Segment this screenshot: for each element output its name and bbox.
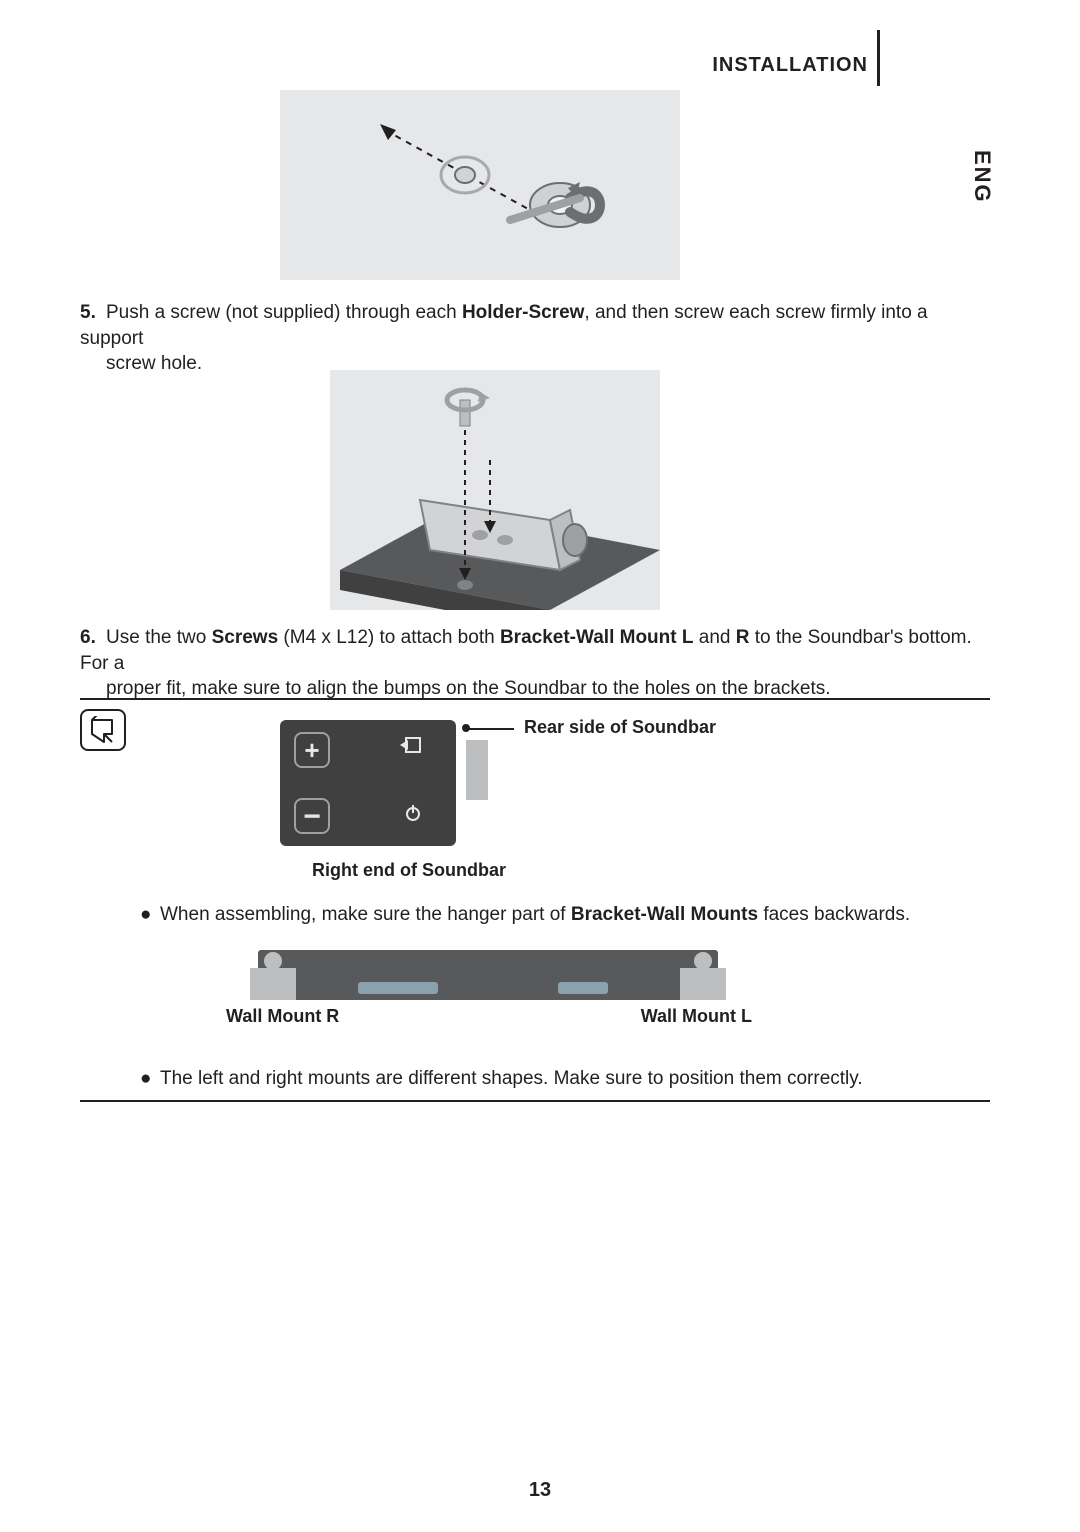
text: Push a screw (not supplied) through each	[106, 302, 462, 323]
right-end-label: Right end of Soundbar	[312, 860, 506, 881]
wall-mount-l-label: Wall Mount L	[641, 1006, 752, 1027]
divider	[80, 1100, 990, 1102]
bold-text: Holder-Screw	[462, 302, 584, 323]
wall-mount-r-label: Wall Mount R	[226, 1006, 339, 1027]
rear-side-label: Rear side of Soundbar	[524, 717, 716, 738]
note-bullet-2: ●The left and right mounts are different…	[140, 1066, 990, 1092]
bold-text: Screws	[212, 627, 279, 648]
step-text: Use the two Screws (M4 x L12) to attach …	[80, 627, 972, 674]
text: faces backwards.	[758, 904, 910, 925]
bullet-dot: ●	[140, 1066, 160, 1092]
volume-up-icon: +	[294, 732, 330, 768]
bracket-mount-icon	[330, 370, 660, 610]
bold-text: Bracket-Wall Mounts	[571, 904, 758, 925]
text: (M4 x L12) to attach both	[278, 627, 500, 648]
step-text: Push a screw (not supplied) through each…	[80, 302, 928, 349]
manual-page: INSTALLATION ENG 5.Push a screw (not sup…	[0, 0, 1080, 1532]
step-number: 6.	[80, 625, 106, 651]
step-6: 6.Use the two Screws (M4 x L12) to attac…	[80, 625, 990, 702]
bullet-text: The left and right mounts are different …	[160, 1066, 863, 1092]
step-5: 5.Push a screw (not supplied) through ea…	[80, 300, 990, 377]
text: and	[693, 627, 735, 648]
bullet-dot: ●	[140, 902, 160, 928]
note-bullet-1: ●When assembling, make sure the hanger p…	[140, 902, 990, 928]
text: Use the two	[106, 627, 212, 648]
note-icon	[80, 709, 126, 751]
power-icon	[404, 802, 422, 828]
figure-rear-soundbar: + − Rear side of Soundbar Right end of S…	[280, 720, 820, 890]
bold-text: Bracket-Wall Mount L	[500, 627, 694, 648]
port	[558, 982, 608, 994]
holder-screw-icon	[280, 90, 680, 280]
page-number: 13	[0, 1479, 1080, 1502]
divider	[80, 698, 990, 700]
volume-down-icon: −	[294, 798, 330, 834]
bracket-side	[466, 740, 488, 800]
source-icon	[400, 736, 422, 760]
wall-mount-r	[250, 968, 296, 1000]
step-number: 5.	[80, 300, 106, 326]
bullet-text: When assembling, make sure the hanger pa…	[160, 902, 910, 928]
figure-bracket-mount	[330, 370, 660, 610]
callout-line	[466, 728, 514, 730]
figure-holder-screw	[280, 90, 680, 280]
header-divider	[877, 30, 880, 86]
soundbar-rear	[258, 950, 718, 1000]
soundbar-end-panel: + −	[280, 720, 456, 846]
port	[358, 982, 438, 994]
wall-mount-l	[680, 968, 726, 1000]
text: When assembling, make sure the hanger pa…	[160, 904, 571, 925]
section-header: INSTALLATION	[712, 54, 868, 77]
bold-text: R	[736, 627, 750, 648]
figure-soundbar-rear-full: Wall Mount R Wall Mount L	[258, 950, 718, 1040]
language-tab: ENG	[969, 150, 995, 204]
